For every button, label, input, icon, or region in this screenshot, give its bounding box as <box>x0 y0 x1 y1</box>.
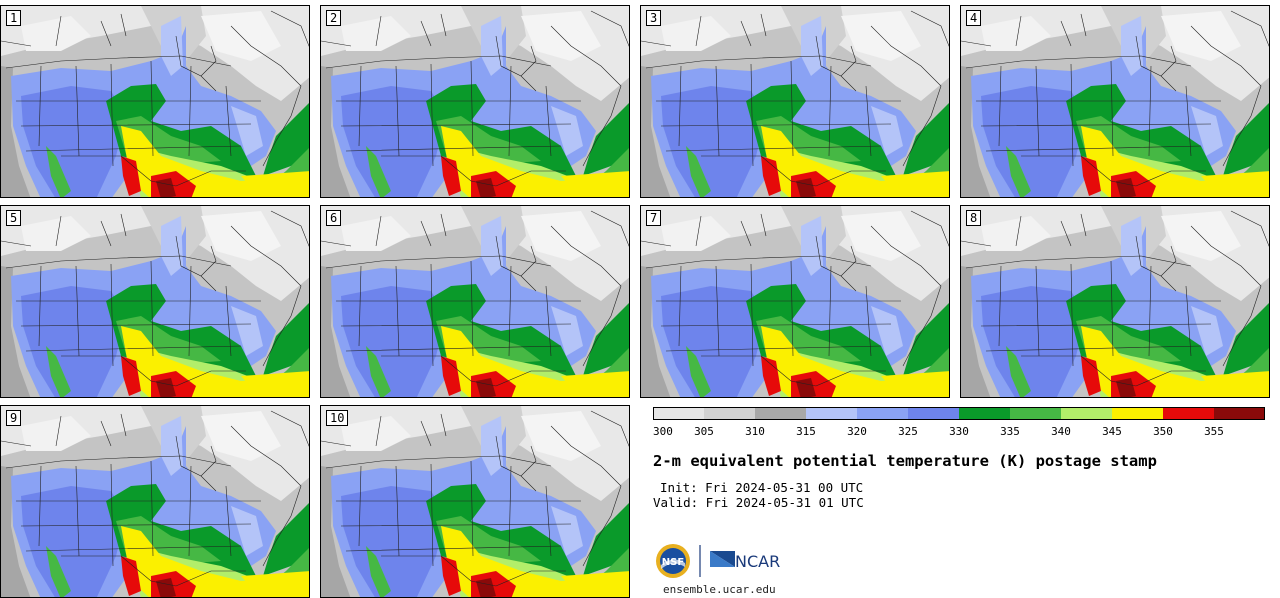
panel-number: 2 <box>326 10 342 26</box>
svg-text:NCAR: NCAR <box>735 552 780 571</box>
logos: NSF NCAR <box>656 544 780 578</box>
colorbar-segment <box>1163 407 1214 420</box>
figure-title: 2-m equivalent potential temperature (K)… <box>653 452 1157 470</box>
colorbar-segment <box>857 407 908 420</box>
map-graphic <box>321 6 629 197</box>
colorbar-tick-label: 320 <box>847 425 867 438</box>
colorbar-tick-label: 335 <box>1000 425 1020 438</box>
map-panel-1: 1 <box>0 5 310 198</box>
map-panel-8: 8 <box>960 205 1270 398</box>
colorbar-segment <box>704 407 755 420</box>
map-graphic <box>1 406 309 597</box>
map-panel-2: 2 <box>320 5 630 198</box>
init-time: Init: Fri 2024-05-31 00 UTC <box>660 480 864 495</box>
colorbar-outline <box>653 407 1265 420</box>
map-panel-9: 9 <box>0 405 310 598</box>
colorbar-tick-label: 330 <box>949 425 969 438</box>
map-graphic <box>1 6 309 197</box>
colorbar-segment <box>1214 407 1265 420</box>
valid-time: Valid: Fri 2024-05-31 01 UTC <box>653 495 864 510</box>
map-graphic <box>321 406 629 597</box>
panel-number: 9 <box>6 410 22 426</box>
map-graphic <box>321 206 629 397</box>
map-panel-7: 7 <box>640 205 950 398</box>
map-graphic <box>641 6 949 197</box>
panel-number: 4 <box>966 10 982 26</box>
colorbar-tick-label: 350 <box>1153 425 1173 438</box>
colorbar-segment <box>1010 407 1061 420</box>
panel-number: 1 <box>6 10 22 26</box>
colorbar-tick-label: 340 <box>1051 425 1071 438</box>
panel-number: 3 <box>646 10 662 26</box>
map-graphic <box>641 206 949 397</box>
colorbar-tick-label: 315 <box>796 425 816 438</box>
colorbar-tick-label: 300 <box>653 425 673 438</box>
colorbar-tick-label: 305 <box>694 425 714 438</box>
panel-number: 8 <box>966 210 982 226</box>
colorbar-tick-label: 310 <box>745 425 765 438</box>
colorbar-segment <box>1061 407 1112 420</box>
map-panel-6: 6 <box>320 205 630 398</box>
map-panel-10: 10 <box>320 405 630 598</box>
colorbar-tick-label: 355 <box>1204 425 1224 438</box>
map-panel-3: 3 <box>640 5 950 198</box>
panel-number: 6 <box>326 210 342 226</box>
map-graphic <box>961 206 1269 397</box>
colorbar-segment <box>1112 407 1163 420</box>
panel-number: 10 <box>326 410 349 426</box>
ncar-logo: NCAR <box>710 551 780 571</box>
map-panel-5: 5 <box>0 205 310 398</box>
panel-number: 7 <box>646 210 662 226</box>
colorbar-tick-label: 345 <box>1102 425 1122 438</box>
colorbar: 300 305 310 315 320 325 330 335 340 345 350 355 <box>653 407 1265 438</box>
colorbar-segment <box>755 407 806 420</box>
panel-number: 5 <box>6 210 22 226</box>
nsf-logo: NSF <box>656 544 690 578</box>
svg-text:NSF: NSF <box>662 557 684 568</box>
colorbar-tick-label: 325 <box>898 425 918 438</box>
colorbar-segment <box>908 407 959 420</box>
colorbar-segment <box>653 407 704 420</box>
colorbar-segment <box>806 407 857 420</box>
colorbar-segment <box>959 407 1010 420</box>
website-url: ensemble.ucar.edu <box>663 583 776 596</box>
map-graphic <box>1 206 309 397</box>
map-graphic <box>961 6 1269 197</box>
map-panel-4: 4 <box>960 5 1270 198</box>
